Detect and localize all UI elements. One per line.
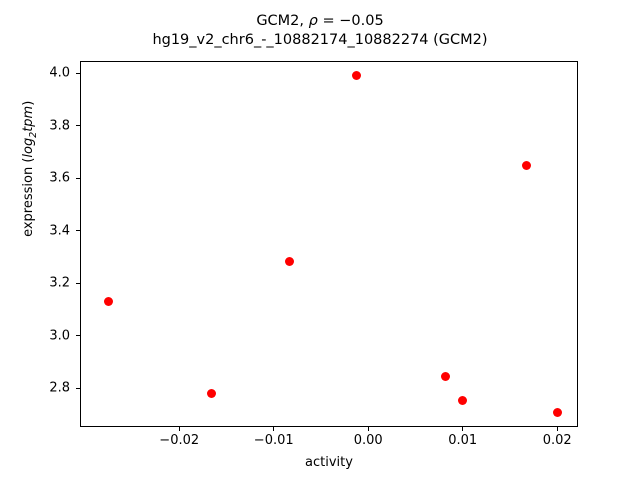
y-axis-tick-label: 3.6 — [49, 170, 70, 186]
y-axis-label-math-base: log — [21, 137, 37, 158]
x-axis-tick-label: −0.01 — [253, 433, 294, 448]
y-axis-tick-label: 3.8 — [49, 118, 70, 134]
x-axis-tick — [273, 427, 275, 431]
plot-data-area — [81, 62, 577, 426]
plot-axes-frame — [80, 61, 578, 427]
y-axis-tick-label: 3.2 — [49, 275, 70, 291]
data-point — [521, 161, 531, 171]
y-axis-tick — [76, 72, 80, 74]
chart-title-line-1: GCM2, ρ = −0.05 — [0, 12, 640, 31]
x-axis-tick-label: 0.00 — [353, 433, 383, 448]
x-axis-tick — [556, 427, 558, 431]
y-axis-tick — [76, 177, 80, 179]
y-axis-tick-label: 2.8 — [49, 380, 70, 396]
y-axis-tick — [76, 387, 80, 389]
chart-title-line-2: hg19_v2_chr6_-_10882174_10882274 (GCM2) — [152, 32, 488, 48]
y-axis-tick — [76, 125, 80, 127]
rho-equals: = — [317, 13, 340, 29]
x-axis-tick — [367, 427, 369, 431]
y-axis-label-math-sub: 2 — [27, 131, 39, 138]
x-axis-tick — [462, 427, 464, 431]
x-axis-tick — [178, 427, 180, 431]
data-point — [441, 372, 451, 382]
x-axis-label: activity — [305, 455, 353, 470]
data-point — [352, 71, 362, 81]
x-axis-tick-label: −0.02 — [159, 433, 200, 448]
y-axis-tick — [76, 282, 80, 284]
rho-value: −0.05 — [339, 13, 384, 29]
y-axis-tick-label: 3.4 — [49, 223, 70, 239]
y-axis-label-suffix: ) — [21, 100, 37, 106]
x-axis-tick-label: 0.02 — [542, 433, 572, 448]
y-axis-label-prefix: expression ( — [21, 157, 37, 237]
rho-symbol: ρ — [308, 13, 318, 29]
x-axis-tick-label: 0.01 — [448, 433, 478, 448]
y-axis-tick-label: 4.0 — [49, 65, 70, 81]
data-point — [285, 257, 295, 267]
y-axis-label-math-unit: tpm — [21, 105, 37, 132]
data-point — [103, 297, 113, 307]
chart-title-block: GCM2, ρ = −0.05 hg19_v2_chr6_-_10882174_… — [0, 12, 640, 50]
data-point — [206, 388, 216, 398]
y-axis-tick — [76, 335, 80, 337]
y-axis-label: expression (log2tpm) — [21, 29, 39, 309]
y-axis-tick-label: 3.0 — [49, 328, 70, 344]
y-axis-tick — [76, 230, 80, 232]
chart-title-comma: , — [299, 13, 309, 29]
chart-title-gene: GCM2 — [256, 13, 300, 29]
data-point — [458, 395, 468, 405]
data-point — [552, 407, 562, 417]
